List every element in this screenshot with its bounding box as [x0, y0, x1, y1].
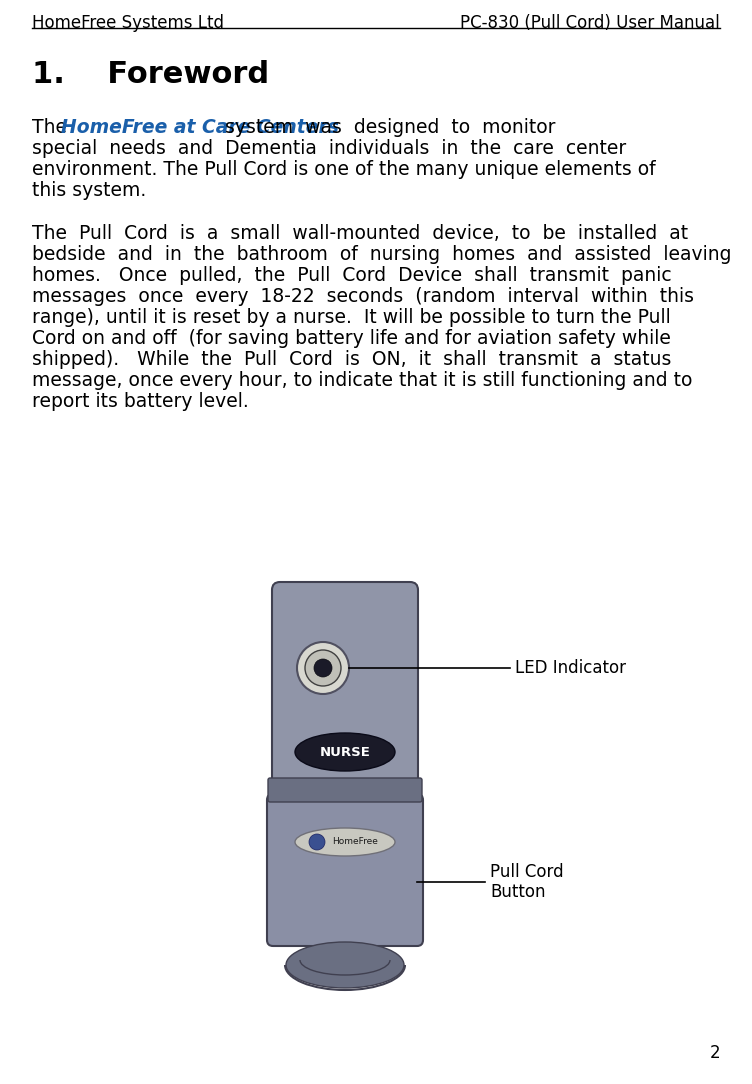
Text: special  needs  and  Dementia  individuals  in  the  care  center: special needs and Dementia individuals i…: [32, 139, 626, 158]
Text: Pull Cord
Button: Pull Cord Button: [490, 863, 564, 902]
Text: shipped).   While  the  Pull  Cord  is  ON,  it  shall  transmit  a  status: shipped). While the Pull Cord is ON, it …: [32, 350, 672, 369]
Circle shape: [297, 642, 349, 694]
Text: HomeFree Systems Ltd: HomeFree Systems Ltd: [32, 14, 224, 33]
Text: bedside  and  in  the  bathroom  of  nursing  homes  and  assisted  leaving: bedside and in the bathroom of nursing h…: [32, 245, 732, 264]
Text: Cord on and off  (for saving battery life and for aviation safety while: Cord on and off (for saving battery life…: [32, 330, 671, 348]
Text: LED Indicator: LED Indicator: [515, 659, 626, 678]
Circle shape: [305, 650, 341, 686]
Text: 2: 2: [709, 1044, 720, 1062]
Text: messages  once  every  18-22  seconds  (random  interval  within  this: messages once every 18-22 seconds (rando…: [32, 287, 694, 306]
Ellipse shape: [286, 942, 404, 988]
Text: message, once every hour, to indicate that it is still functioning and to: message, once every hour, to indicate th…: [32, 371, 693, 390]
Text: this system.: this system.: [32, 181, 146, 201]
Circle shape: [314, 659, 332, 678]
Text: report its battery level.: report its battery level.: [32, 392, 249, 411]
Text: NURSE: NURSE: [320, 746, 371, 759]
Text: HomeFree at Care Centers: HomeFree at Care Centers: [61, 118, 339, 137]
Circle shape: [309, 834, 325, 850]
Text: HomeFree: HomeFree: [332, 838, 378, 847]
Ellipse shape: [295, 733, 395, 771]
Text: range), until it is reset by a nurse.  It will be possible to turn the Pull: range), until it is reset by a nurse. It…: [32, 308, 671, 327]
Text: homes.   Once  pulled,  the  Pull  Cord  Device  shall  transmit  panic: homes. Once pulled, the Pull Cord Device…: [32, 266, 672, 285]
Text: environment. The Pull Cord is one of the many unique elements of: environment. The Pull Cord is one of the…: [32, 160, 656, 179]
FancyBboxPatch shape: [267, 793, 423, 946]
Text: The  Pull  Cord  is  a  small  wall-mounted  device,  to  be  installed  at: The Pull Cord is a small wall-mounted de…: [32, 224, 688, 243]
Ellipse shape: [295, 828, 395, 856]
FancyBboxPatch shape: [268, 778, 422, 802]
FancyBboxPatch shape: [272, 582, 418, 788]
Text: system  was  designed  to  monitor: system was designed to monitor: [213, 118, 556, 137]
Text: The: The: [32, 118, 79, 137]
Text: PC-830 (Pull Cord) User Manual: PC-830 (Pull Cord) User Manual: [460, 14, 720, 33]
Text: 1.    Foreword: 1. Foreword: [32, 60, 269, 89]
